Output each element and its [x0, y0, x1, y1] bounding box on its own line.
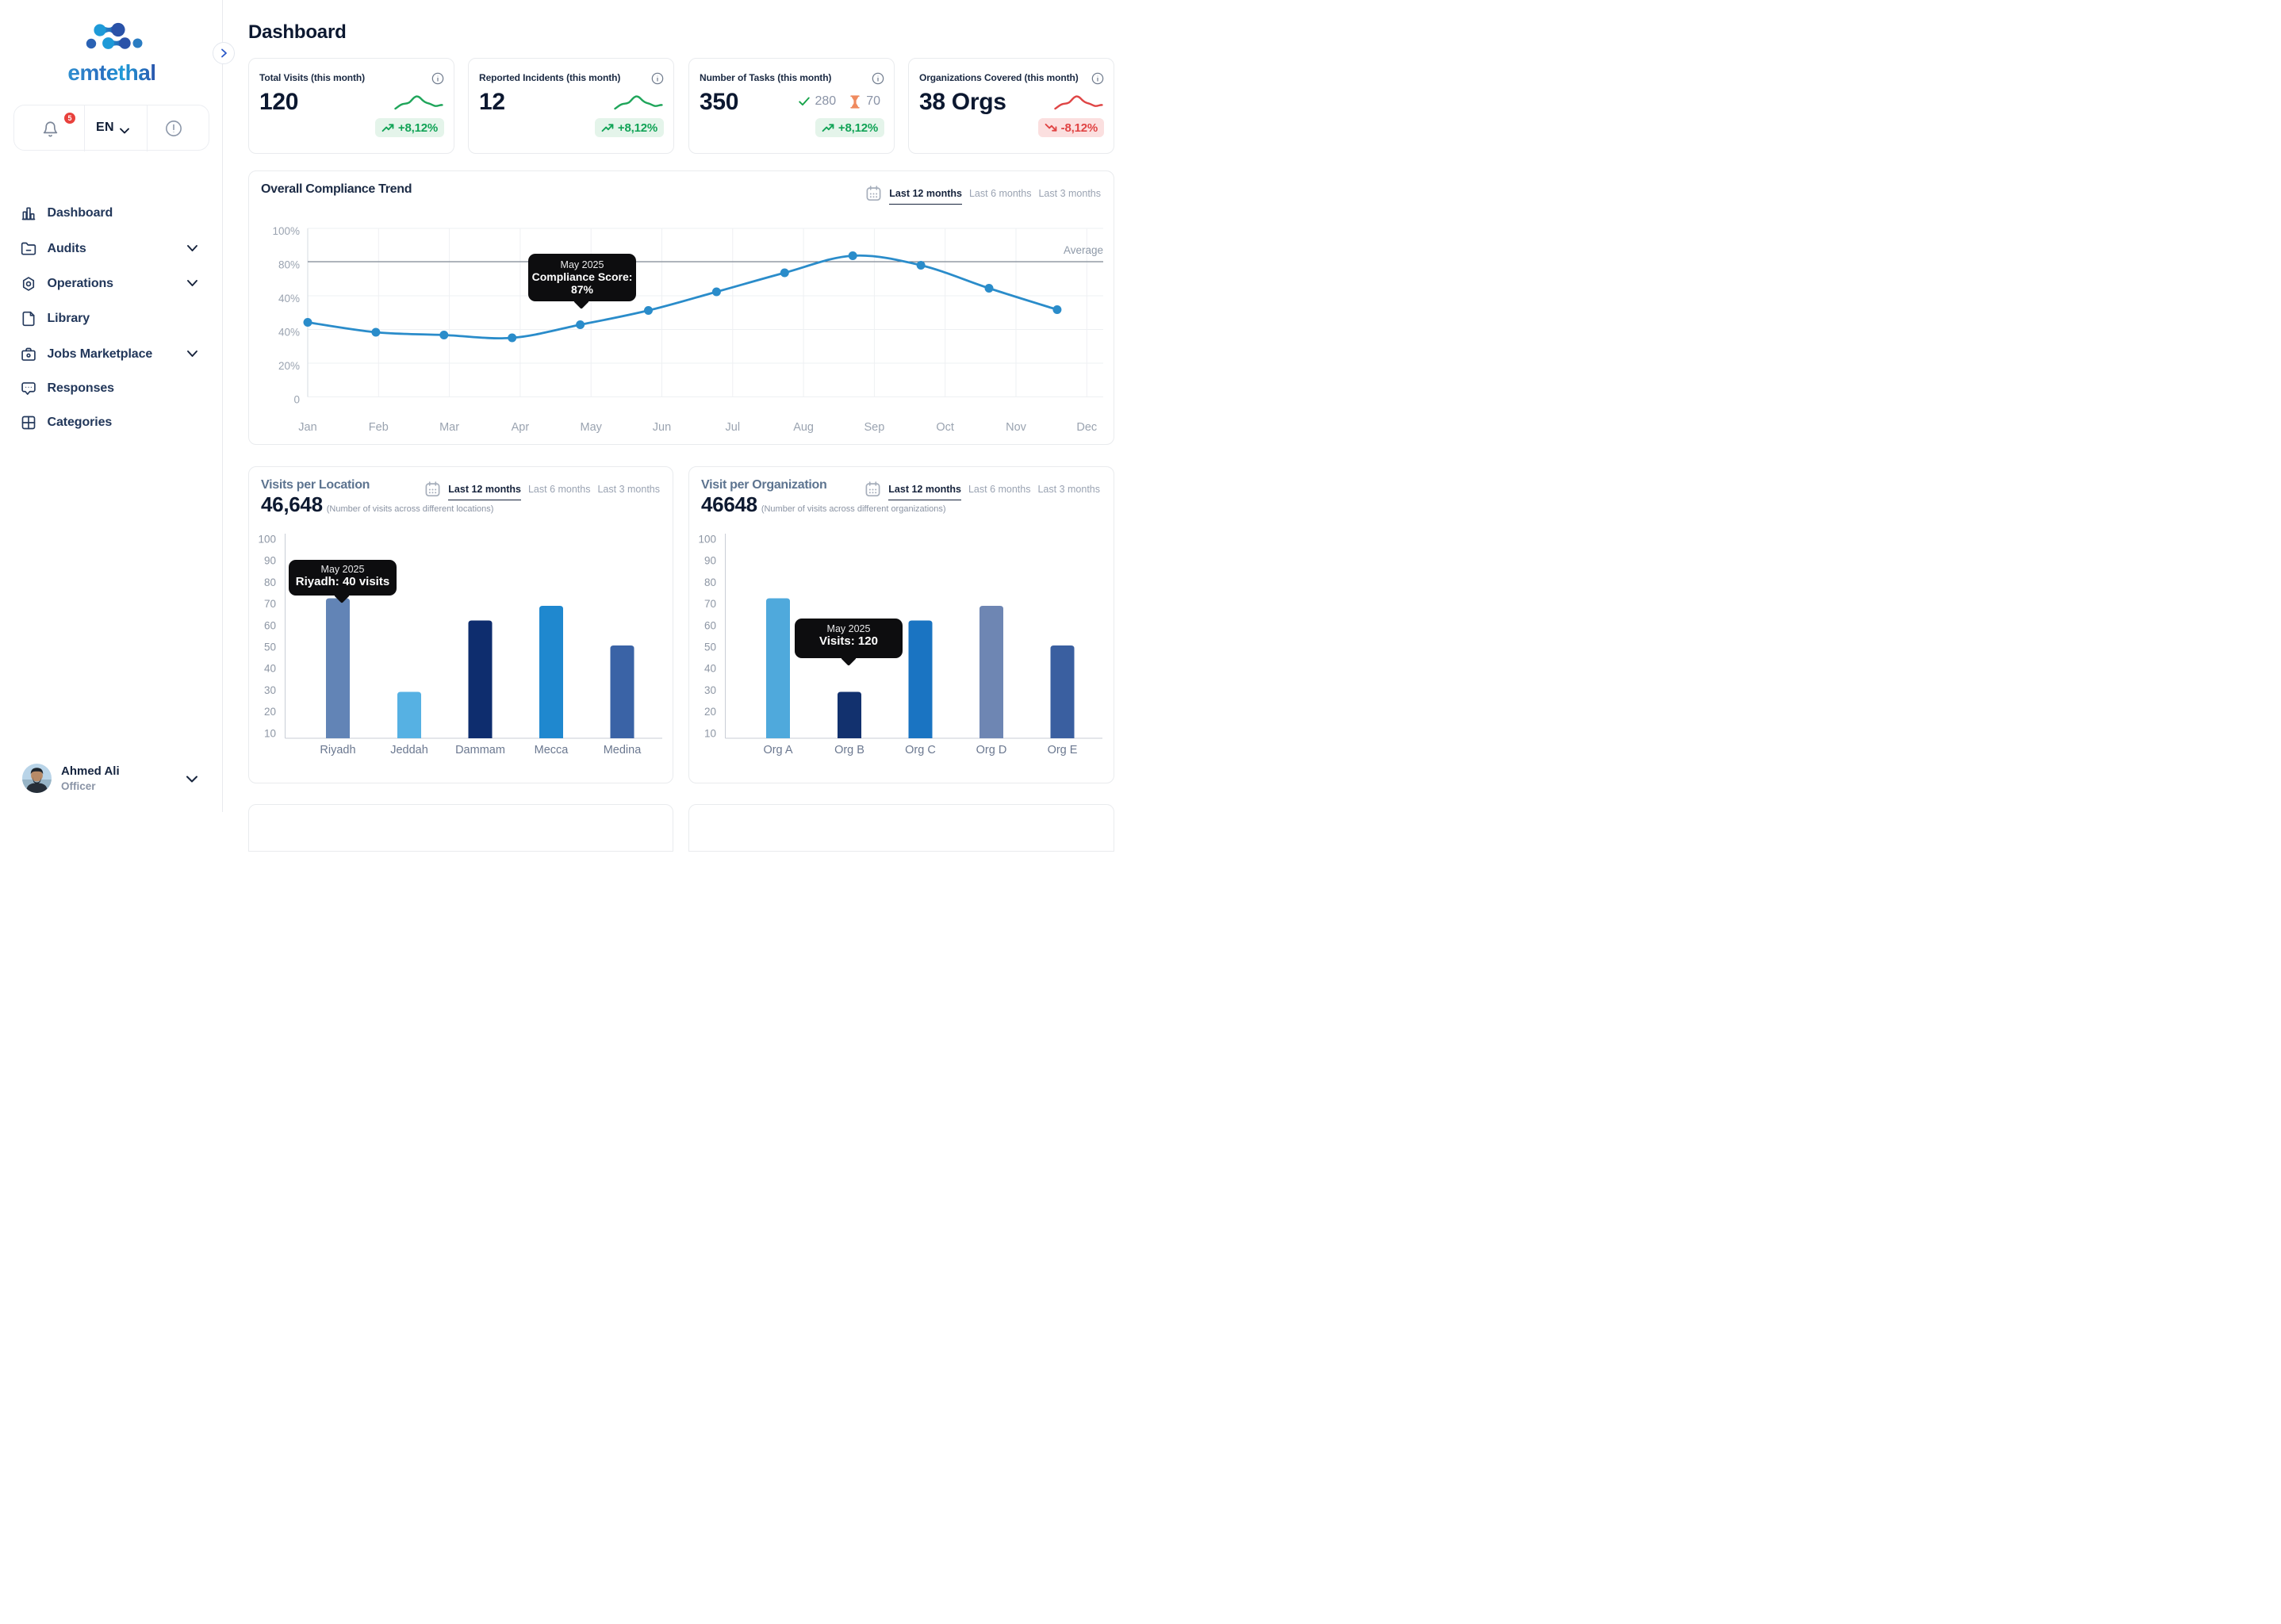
svg-text:Riyadh: Riyadh	[320, 744, 355, 756]
svg-text:40%: 40%	[278, 293, 300, 304]
svg-text:Org E: Org E	[1048, 744, 1078, 756]
svg-text:Jun: Jun	[653, 421, 671, 434]
svg-text:Dec: Dec	[1076, 421, 1097, 434]
svg-text:Sep: Sep	[864, 421, 884, 434]
svg-text:70: 70	[704, 598, 716, 610]
svg-text:100: 100	[258, 534, 276, 546]
svg-text:30: 30	[704, 684, 716, 696]
svg-text:20: 20	[264, 706, 276, 718]
svg-text:20: 20	[704, 706, 716, 718]
svg-text:40: 40	[264, 663, 276, 675]
svg-text:100: 100	[698, 534, 716, 546]
svg-text:80%: 80%	[278, 259, 300, 271]
svg-text:Average: Average	[1064, 244, 1103, 256]
svg-text:50: 50	[264, 642, 276, 653]
svg-text:20%: 20%	[278, 360, 300, 372]
svg-text:Dammam: Dammam	[455, 744, 505, 756]
svg-text:Medina: Medina	[604, 744, 642, 756]
svg-text:Feb: Feb	[369, 421, 389, 434]
svg-text:30: 30	[264, 684, 276, 696]
svg-text:emtethal: emtethal	[67, 60, 155, 85]
svg-text:50: 50	[704, 642, 716, 653]
svg-text:Jan: Jan	[298, 421, 316, 434]
svg-text:10: 10	[264, 727, 276, 739]
svg-text:70: 70	[264, 598, 276, 610]
svg-text:Apr: Apr	[512, 421, 530, 434]
svg-text:May: May	[580, 421, 602, 434]
svg-text:60: 60	[264, 619, 276, 631]
svg-text:Org A: Org A	[763, 744, 792, 756]
svg-text:80: 80	[704, 576, 716, 588]
svg-text:Aug: Aug	[793, 421, 814, 434]
svg-text:0: 0	[293, 394, 300, 406]
svg-text:Org B: Org B	[834, 744, 864, 756]
svg-text:Mecca: Mecca	[535, 744, 569, 756]
svg-text:100%: 100%	[272, 225, 300, 237]
svg-text:10: 10	[704, 727, 716, 739]
svg-text:Nov: Nov	[1006, 421, 1027, 434]
svg-text:Jul: Jul	[726, 421, 741, 434]
svg-text:90: 90	[264, 555, 276, 567]
svg-text:Mar: Mar	[439, 421, 459, 434]
svg-text:90: 90	[704, 555, 716, 567]
svg-text:60: 60	[704, 619, 716, 631]
svg-text:40%: 40%	[278, 327, 300, 339]
svg-text:Oct: Oct	[936, 421, 954, 434]
svg-text:Org D: Org D	[976, 744, 1007, 756]
svg-text:80: 80	[264, 576, 276, 588]
svg-text:Jeddah: Jeddah	[390, 744, 428, 756]
svg-text:40: 40	[704, 663, 716, 675]
svg-text:Org C: Org C	[905, 744, 936, 756]
